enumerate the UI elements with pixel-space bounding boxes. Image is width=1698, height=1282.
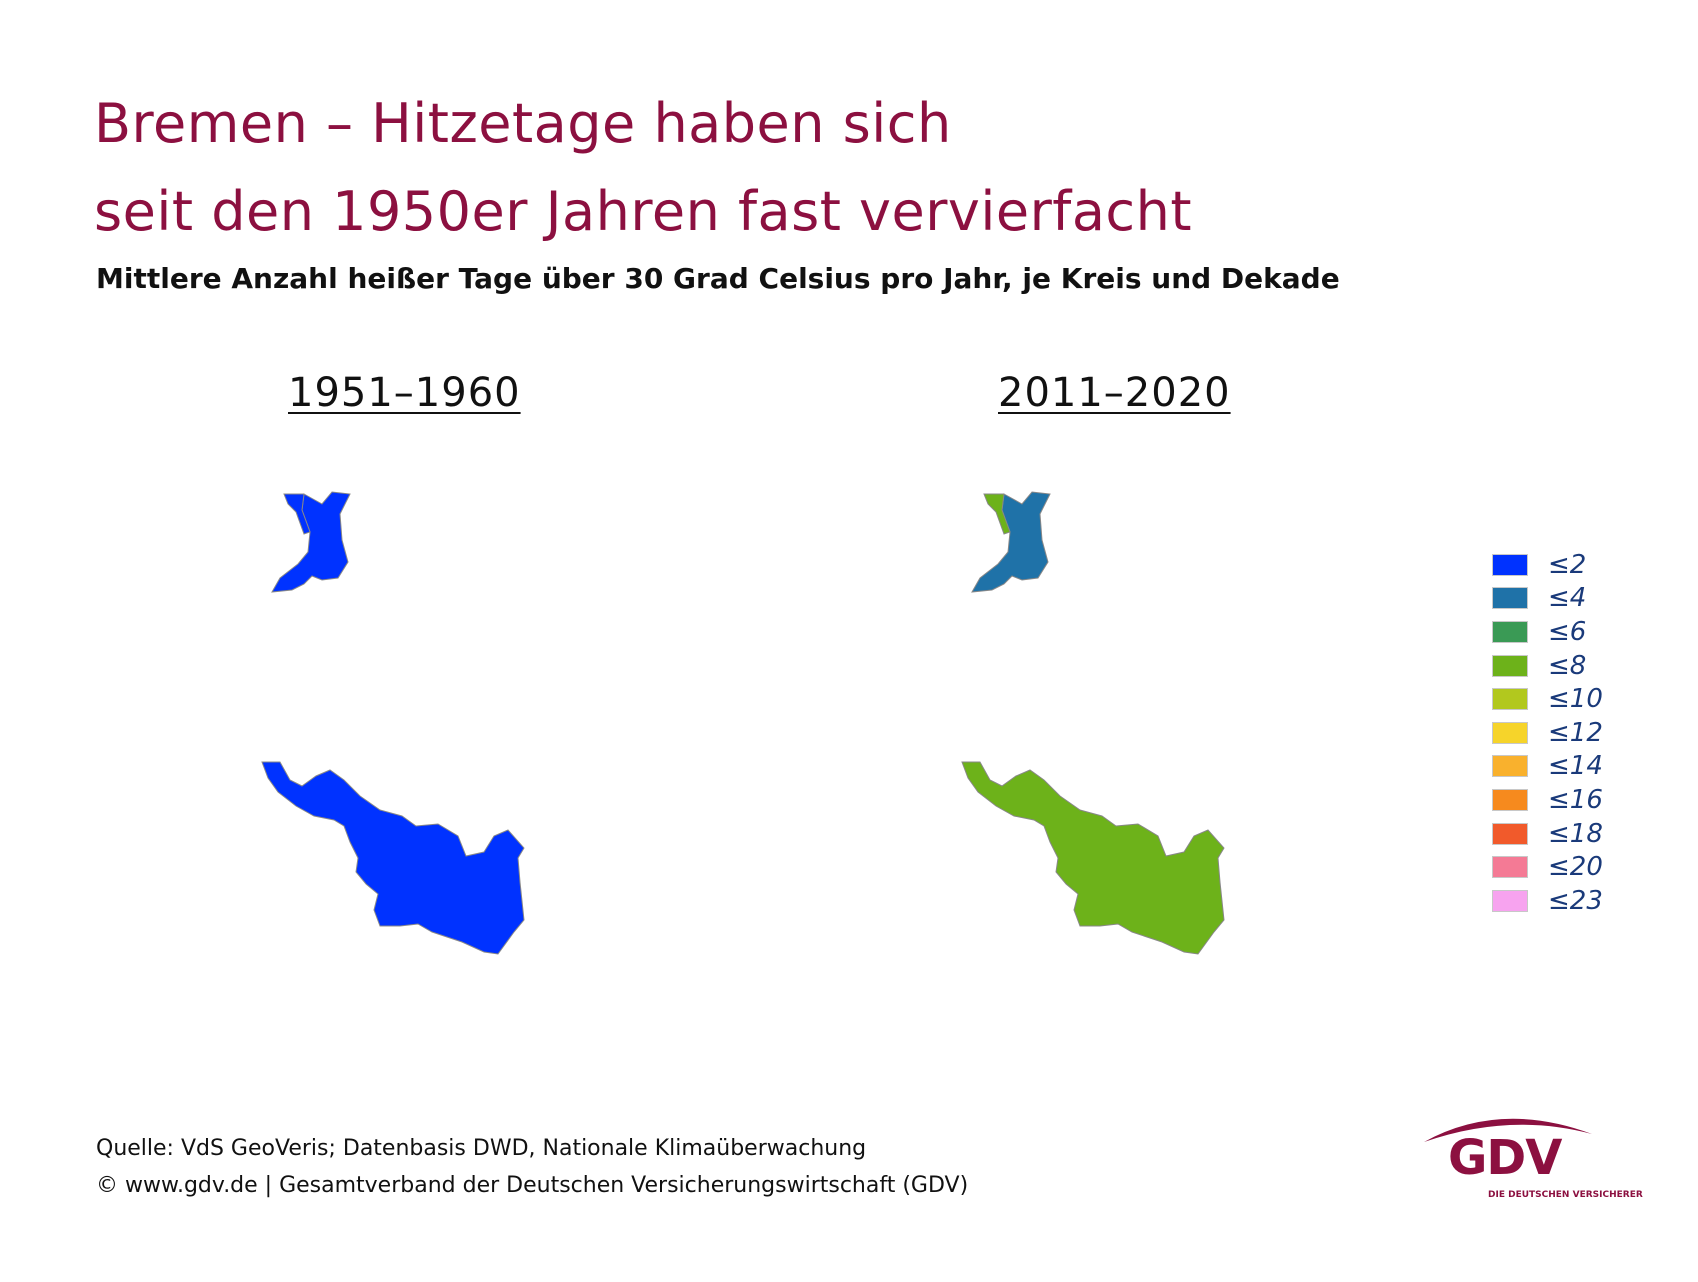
map-1951-1960 (261, 480, 582, 1000)
legend-swatch (1492, 620, 1528, 643)
legend-item: ≤14 (1492, 750, 1603, 784)
legend-swatch (1492, 788, 1528, 811)
legend-swatch (1492, 688, 1528, 711)
legend-label: ≤12 (1548, 717, 1603, 748)
legend-label: ≤23 (1548, 885, 1603, 916)
legend-label: ≤2 (1548, 549, 1587, 580)
legend-swatch (1492, 587, 1528, 610)
title: Bremen – Hitzetage haben sich seit den 1… (94, 80, 1192, 256)
legend-label: ≤6 (1548, 616, 1587, 647)
title-line-2: seit den 1950er Jahren fast vervierfacht (94, 180, 1192, 243)
legend-swatch (1492, 856, 1528, 879)
legend: ≤2 ≤4 ≤6 ≤8 ≤10 ≤12 ≤14 ≤16 ≤18 ≤20 ≤23 (1492, 548, 1603, 918)
copyright-line: © www.gdv.de | Gesamtverband der Deutsch… (96, 1173, 969, 1198)
legend-item: ≤10 (1492, 682, 1603, 716)
legend-item: ≤8 (1492, 649, 1603, 683)
legend-item: ≤6 (1492, 615, 1603, 649)
legend-item: ≤18 (1492, 817, 1603, 851)
legend-label: ≤4 (1548, 583, 1587, 614)
legend-label: ≤10 (1548, 684, 1603, 715)
legend-swatch (1492, 755, 1528, 778)
region-bremerhaven-north (283, 493, 311, 535)
map-svg (261, 491, 525, 955)
legend-label: ≤20 (1548, 852, 1603, 883)
legend-swatch (1492, 822, 1528, 845)
legend-swatch (1492, 721, 1528, 744)
legend-swatch (1492, 889, 1528, 912)
legend-swatch (1492, 553, 1528, 576)
legend-item: ≤16 (1492, 783, 1603, 817)
title-line-1: Bremen – Hitzetage haben sich (94, 92, 952, 155)
legend-label: ≤16 (1548, 784, 1603, 815)
period-label-left: 1951–1960 (288, 370, 521, 416)
period-label-right: 2011–2020 (998, 370, 1231, 416)
logo-subtext: DIE DEUTSCHEN VERSICHERER (1488, 1190, 1643, 1200)
map-svg (961, 491, 1225, 955)
legend-label: ≤14 (1548, 751, 1603, 782)
legend-item: ≤12 (1492, 716, 1603, 750)
map-2011-2020 (961, 480, 1282, 1000)
logo-arc (1424, 1118, 1592, 1142)
region-bremerhaven-main (971, 491, 1051, 593)
subtitle: Mittlere Anzahl heißer Tage über 30 Grad… (96, 262, 1340, 295)
gdv-logo: GDV DIE DEUTSCHEN VERSICHERER (1420, 1108, 1643, 1208)
region-bremerhaven-north (983, 493, 1011, 535)
region-bremen-city (961, 761, 1225, 955)
legend-label: ≤8 (1548, 650, 1587, 681)
legend-label: ≤18 (1548, 818, 1603, 849)
legend-item: ≤2 (1492, 548, 1603, 582)
region-bremen-city (261, 761, 525, 955)
legend-item: ≤20 (1492, 850, 1603, 884)
logo-text: GDV (1448, 1130, 1562, 1186)
legend-item: ≤4 (1492, 582, 1603, 616)
source-note: Quelle: VdS GeoVeris; Datenbasis DWD, Na… (96, 1130, 968, 1204)
legend-item: ≤23 (1492, 884, 1603, 918)
legend-swatch (1492, 654, 1528, 677)
region-bremerhaven-main (271, 491, 351, 593)
source-line: Quelle: VdS GeoVeris; Datenbasis DWD, Na… (96, 1136, 867, 1161)
